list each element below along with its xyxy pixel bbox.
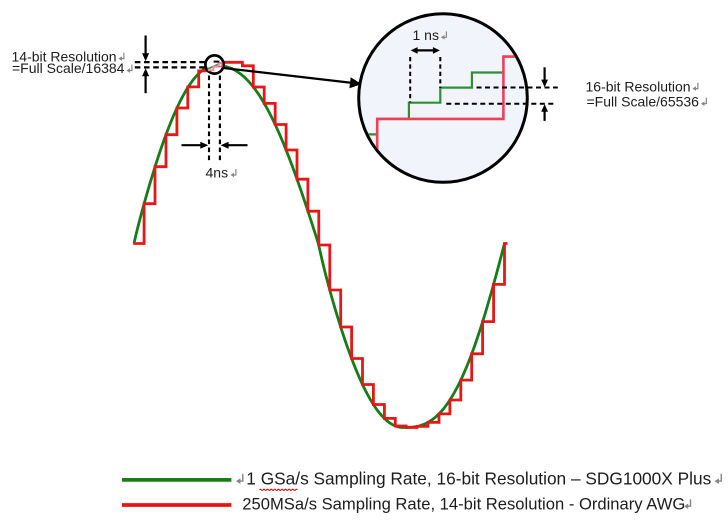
svg-text:1 ns: 1 ns	[413, 27, 439, 43]
svg-text:=Full Scale/65536: =Full Scale/65536	[587, 93, 700, 109]
svg-text:1 GSa/s Sampling Rate, 16-bit: 1 GSa/s Sampling Rate, 16-bit Resolution…	[246, 469, 711, 489]
svg-text:=Full Scale/16384: =Full Scale/16384	[12, 60, 125, 76]
svg-text:16-bit Resolution: 16-bit Resolution	[586, 78, 691, 94]
svg-text:14-bit Resolution: 14-bit Resolution	[12, 48, 117, 64]
svg-text:250MSa/s Sampling Rate, 14-bit: 250MSa/s Sampling Rate, 14-bit Resolutio…	[242, 495, 685, 514]
svg-text:4ns: 4ns	[206, 165, 229, 181]
